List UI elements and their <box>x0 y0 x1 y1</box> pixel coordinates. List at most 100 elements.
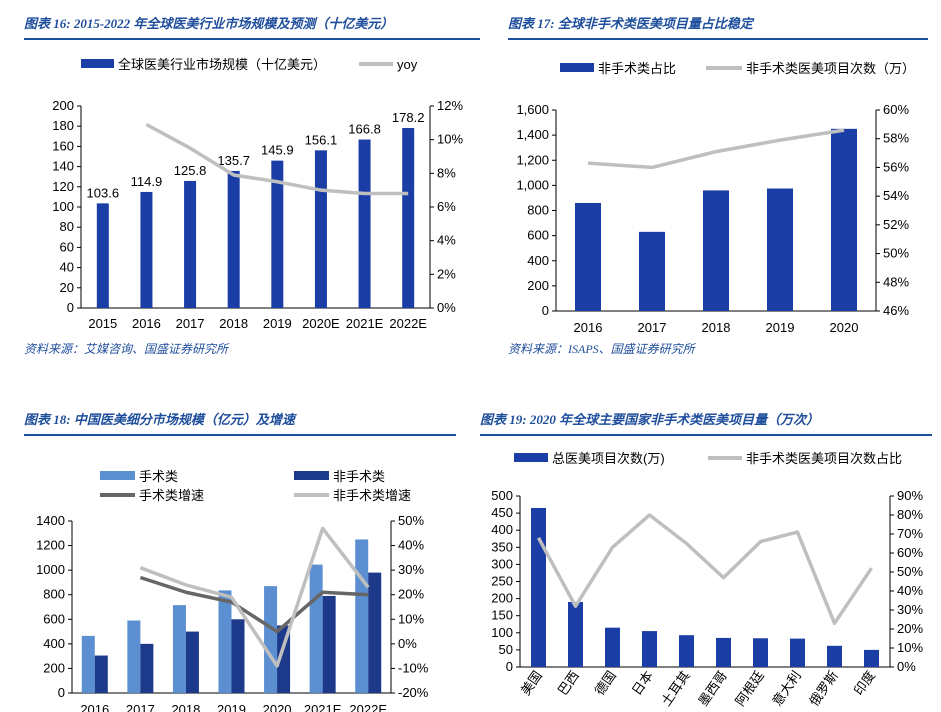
legend-label: 非手术类 <box>333 469 385 484</box>
left-axis-tick-label: 160 <box>52 138 74 153</box>
bar-总医美项目次数(万) <box>864 650 879 667</box>
title-rule <box>24 434 456 436</box>
right-axis-tick-label: 0% <box>437 300 456 315</box>
right-axis-tick-label: 48% <box>883 274 909 289</box>
bar-data-label: 103.6 <box>87 185 120 200</box>
x-axis-tick-label: 土耳其 <box>658 668 693 709</box>
line-非手术类医美项目次数（万） <box>588 130 844 167</box>
x-axis-tick-label: 2017 <box>638 320 667 335</box>
bar-全球医美行业市场规模（十亿美元） <box>402 128 414 308</box>
left-axis-tick-label: 1,000 <box>516 177 549 192</box>
left-axis-tick-label: 600 <box>527 228 549 243</box>
left-axis-tick-label: 40 <box>60 260 74 275</box>
bar-非手术类占比 <box>575 203 601 311</box>
left-axis-tick-label: 100 <box>52 199 74 214</box>
chart-title: 图表 19: 2020 年全球主要国家非手术类医美项目量（万次） <box>480 409 819 428</box>
right-axis-tick-label: 6% <box>437 199 456 214</box>
chart-source: 资料来源：艾媒咨询、国盛证券研究所 <box>24 340 228 357</box>
left-axis-tick-label: 1,600 <box>516 102 549 117</box>
line-非手术类医美项目次数占比 <box>539 515 872 623</box>
legend-swatch <box>100 471 135 480</box>
bar-非手术类 <box>95 656 108 693</box>
left-axis-tick-label: 140 <box>52 159 74 174</box>
bar-总医美项目次数(万) <box>531 508 546 667</box>
bar-手术类 <box>264 586 277 693</box>
right-axis-tick-label: 20% <box>897 621 923 636</box>
right-axis-tick-label: 52% <box>883 217 909 232</box>
right-axis-tick-label: 12% <box>437 98 463 113</box>
chart-source: 资料来源：ISAPS、国盛证券研究所 <box>508 340 695 357</box>
bar-data-label: 125.8 <box>174 163 207 178</box>
left-axis-tick-label: 0 <box>542 303 549 318</box>
left-axis-tick-label: 150 <box>491 608 513 623</box>
x-axis-tick-label: 阿根廷 <box>732 668 767 709</box>
chart-title: 图表 16: 2015-2022 年全球医美行业市场规模及预测（十亿美元） <box>24 13 393 32</box>
left-axis-tick-label: 20 <box>60 280 74 295</box>
right-axis-tick-label: 20% <box>398 587 424 602</box>
x-axis-tick-label: 2017 <box>176 316 205 331</box>
right-axis-tick-label: 46% <box>883 303 909 318</box>
chart-title: 图表 18: 中国医美细分市场规模（亿元）及增速 <box>24 409 295 428</box>
x-axis-tick-label: 2022E <box>389 316 427 331</box>
legend-label: 非手术类医美项目次数（万） <box>746 61 915 76</box>
right-axis-tick-label: 8% <box>437 165 456 180</box>
right-axis-tick-label: 10% <box>398 611 424 626</box>
right-axis-tick-label: 60% <box>897 545 923 560</box>
title-rule <box>480 434 932 436</box>
bar-data-label: 114.9 <box>131 174 163 189</box>
right-axis-tick-label: 10% <box>437 132 463 147</box>
x-axis-tick-label: 2016 <box>574 320 603 335</box>
bar-data-label: 178.2 <box>392 110 425 125</box>
x-axis-tick-label: 日本 <box>629 668 656 698</box>
left-axis-tick-label: 600 <box>43 611 65 626</box>
bar-全球医美行业市场规模（十亿美元） <box>359 140 371 308</box>
left-axis-tick-label: 200 <box>43 660 65 675</box>
legend-label: 总医美项目次数(万) <box>552 451 665 466</box>
x-axis-tick-label: 2019 <box>263 316 292 331</box>
right-axis-tick-label: 60% <box>883 102 909 117</box>
left-axis-tick-label: 300 <box>491 556 513 571</box>
bar-全球医美行业市场规模（十亿美元） <box>97 203 109 308</box>
left-axis-tick-label: 180 <box>52 118 74 133</box>
left-axis-tick-label: 800 <box>43 587 65 602</box>
bar-非手术类占比 <box>767 189 793 311</box>
left-axis-tick-label: 200 <box>52 98 74 113</box>
right-axis-tick-label: 0% <box>897 659 916 674</box>
legend-swatch <box>514 453 548 462</box>
bar-全球医美行业市场规模（十亿美元） <box>140 192 152 308</box>
chart-17: 02004006008001,0001,2001,4001,60046%48%5… <box>508 42 928 342</box>
legend-label: 非手术类医美项目次数占比 <box>746 451 902 466</box>
legend-label: 手术类增速 <box>139 488 204 503</box>
x-axis-tick-label: 俄罗斯 <box>806 668 841 709</box>
bar-非手术类 <box>323 596 336 693</box>
left-axis-tick-label: 0 <box>506 659 513 674</box>
x-axis-tick-label: 意大利 <box>769 668 804 709</box>
bar-data-label: 135.7 <box>217 153 250 168</box>
bar-手术类 <box>82 636 95 693</box>
title-rule <box>508 38 928 40</box>
bar-总医美项目次数(万) <box>642 631 657 667</box>
legend-label: yoy <box>397 57 418 72</box>
bar-手术类 <box>219 590 232 693</box>
x-axis-tick-label: 2016 <box>132 316 161 331</box>
x-axis-tick-label: 2019 <box>766 320 795 335</box>
bar-非手术类占比 <box>703 190 729 311</box>
left-axis-tick-label: 450 <box>491 505 513 520</box>
left-axis-tick-label: 60 <box>60 239 74 254</box>
bar-data-label: 156.1 <box>305 132 338 147</box>
chart-16: 0204060801001201401601802000%2%4%6%8%10%… <box>24 42 480 342</box>
bar-总医美项目次数(万) <box>827 646 842 667</box>
legend-swatch <box>560 63 594 72</box>
left-axis-tick-label: 400 <box>491 522 513 537</box>
x-axis-tick-label: 2018 <box>219 316 248 331</box>
right-axis-tick-label: 90% <box>897 488 923 503</box>
left-axis-tick-label: 400 <box>43 636 65 651</box>
right-axis-tick-label: 50% <box>897 564 923 579</box>
bar-总医美项目次数(万) <box>568 602 583 667</box>
legend-label: 手术类 <box>139 469 178 484</box>
legend-label: 非手术类占比 <box>598 61 676 76</box>
